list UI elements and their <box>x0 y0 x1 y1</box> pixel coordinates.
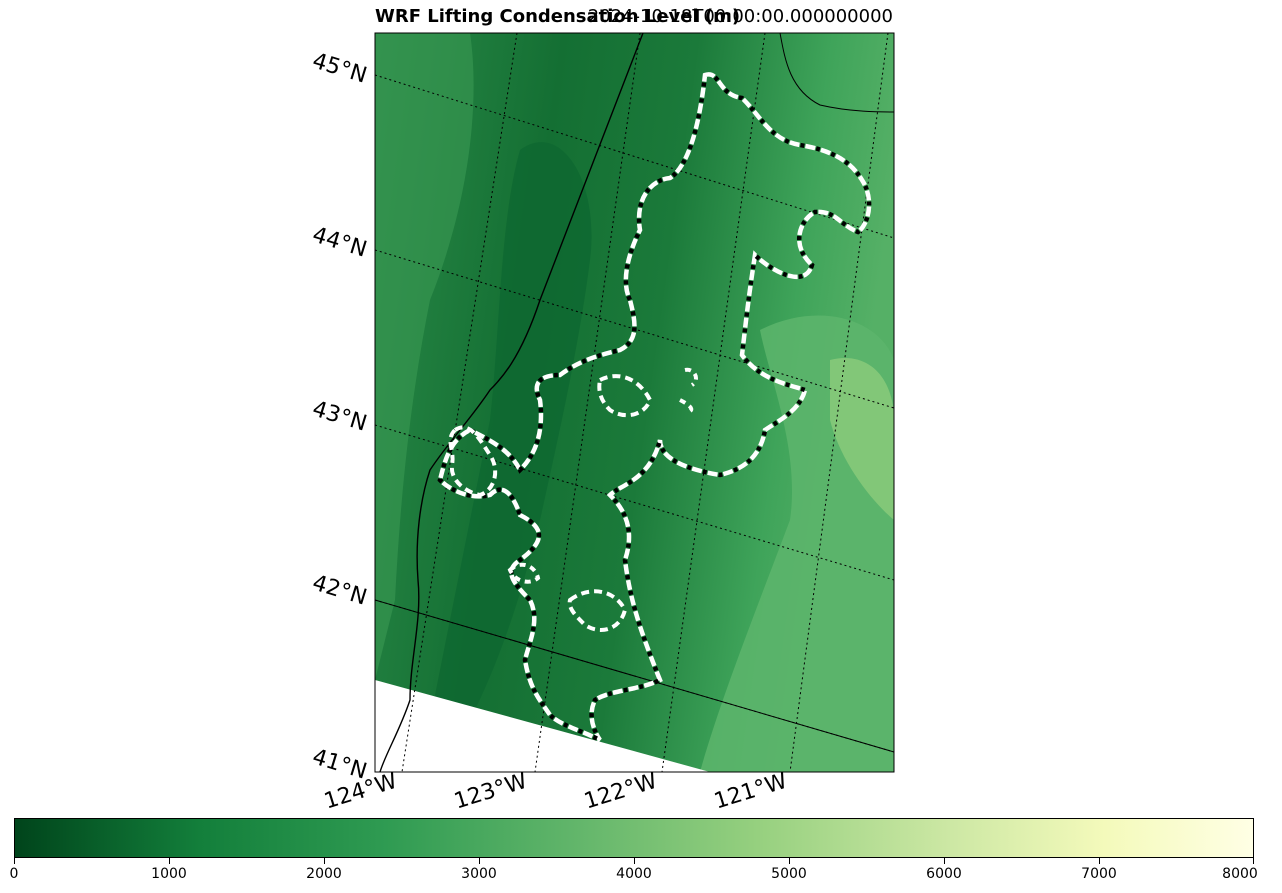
colorbar-label-8000: 8000 <box>1222 866 1258 882</box>
time-label: 2024-10-18T00:00:00.000000000 <box>587 6 893 27</box>
colorbar-tick <box>1253 858 1254 864</box>
lcl-valley-region <box>430 142 592 720</box>
colorbar-tick <box>1099 858 1100 864</box>
colorbar-label-7000: 7000 <box>1081 866 1117 882</box>
map-frame <box>374 32 895 773</box>
colorbar-tick <box>479 858 480 864</box>
lcl-coast-region <box>375 33 474 680</box>
state-border-or-ca <box>375 599 894 753</box>
colorbar-label-2000: 2000 <box>306 866 342 882</box>
map-title: WRF Lifting Condensation Level (m) <box>375 6 741 27</box>
state-border-or-id <box>779 33 894 113</box>
colorbar-label-6000: 6000 <box>926 866 962 882</box>
no-data-area <box>375 680 710 772</box>
colorbar-label-1000: 1000 <box>151 866 187 882</box>
colorbar-tick <box>634 858 635 864</box>
coastline <box>379 33 644 772</box>
contour-outline <box>437 72 872 743</box>
colorbar <box>14 818 1254 858</box>
colorbar-tick <box>14 858 15 864</box>
colorbar-label-4000: 4000 <box>616 866 652 882</box>
lcl-highest-region <box>830 358 894 520</box>
colorbar-label-0: 0 <box>9 866 19 882</box>
colorbar-gradient <box>14 818 1254 858</box>
colorbar-tick <box>324 858 325 864</box>
colorbar-tick <box>789 858 790 864</box>
colorbar-tick <box>944 858 945 864</box>
colorbar-label-3000: 3000 <box>461 866 497 882</box>
colorbar-tick <box>169 858 170 864</box>
colorbar-label-5000: 5000 <box>771 866 807 882</box>
